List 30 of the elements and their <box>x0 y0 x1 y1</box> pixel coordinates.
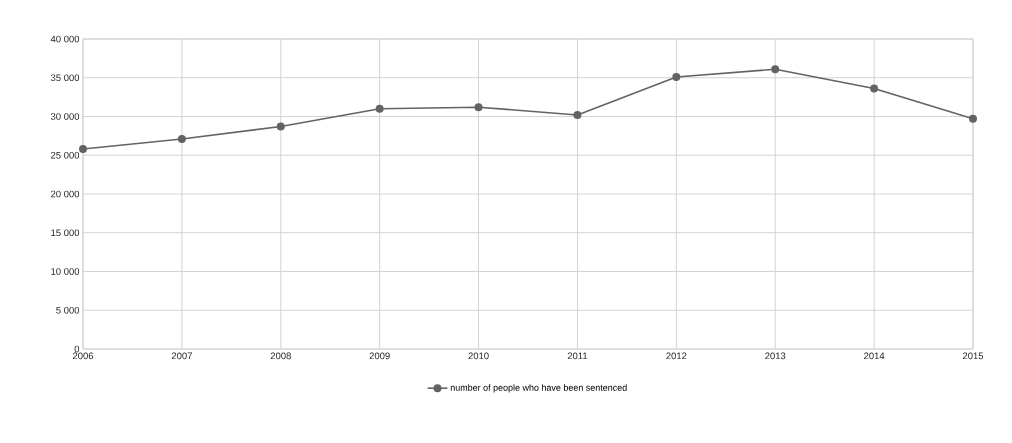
y-tick-label: 15 000 <box>51 229 80 237</box>
y-tick-label: 30 000 <box>50 113 80 120</box>
x-tick-label: 2011 <box>567 352 588 360</box>
point <box>672 72 681 81</box>
point <box>771 65 780 74</box>
point <box>870 84 879 93</box>
x-tick-label: 2012 <box>666 352 687 360</box>
y-tick-label: 25 000 <box>51 151 80 159</box>
point <box>177 134 186 143</box>
x-tick-label: 2010 <box>468 352 489 360</box>
y-tick-label: 0 <box>74 345 80 353</box>
x-tick-label: 2007 <box>171 352 192 360</box>
point <box>79 145 87 154</box>
y-tick-label: 10 000 <box>51 268 80 275</box>
point <box>573 110 582 119</box>
y-tick-label: 35 000 <box>50 74 80 82</box>
x-tick-label: 2013 <box>765 352 786 360</box>
point <box>969 114 977 123</box>
point <box>474 103 483 112</box>
y-tick-label: 40 000 <box>50 35 80 43</box>
x-tick-label: 2014 <box>864 352 885 360</box>
x-tick-label: 2015 <box>962 352 984 360</box>
point <box>276 122 285 131</box>
y-tick-label: 5 000 <box>56 306 80 314</box>
x-tick-label: 2009 <box>369 352 390 360</box>
x-tick-label: 2006 <box>72 352 94 360</box>
y-tick-label: 20 000 <box>51 190 80 198</box>
point <box>375 104 384 113</box>
x-tick-label: 2008 <box>270 352 291 360</box>
legend-label: number of people who have been sentenced <box>450 384 627 393</box>
